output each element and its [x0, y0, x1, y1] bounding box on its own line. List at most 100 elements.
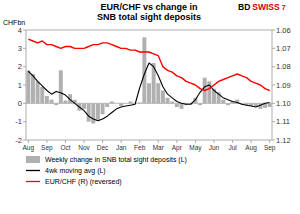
- bar: [105, 103, 109, 107]
- bar: [91, 103, 95, 123]
- x-tick: [121, 140, 122, 143]
- bar: [63, 101, 67, 104]
- x-tick: [213, 140, 214, 143]
- y-tick: [23, 30, 26, 31]
- bar: [40, 87, 44, 104]
- bar: [128, 102, 132, 104]
- bar: [221, 100, 225, 104]
- x-tick-label: Jun: [209, 144, 220, 151]
- x-tick-label: Oct: [60, 144, 70, 151]
- bar: [226, 103, 230, 105]
- x-tick: [195, 140, 196, 143]
- bar: [101, 103, 105, 114]
- y2-tick-label: 1.10: [276, 99, 291, 108]
- x-tick-label: Jul: [228, 144, 237, 151]
- bar: [110, 102, 114, 104]
- x-tick: [251, 140, 252, 143]
- bar: [54, 103, 58, 105]
- y2-tick-label: 1.12: [276, 136, 291, 145]
- y-tick-label: 0: [18, 99, 22, 108]
- bar: [124, 103, 128, 104]
- x-tick-label: Jan: [116, 144, 127, 151]
- logo-text: SWISS: [252, 2, 280, 12]
- bar: [268, 103, 272, 107]
- x-tick-label: May: [189, 144, 202, 152]
- y2-tick-label: 1.07: [276, 44, 291, 53]
- y-label: CHFbn: [3, 19, 25, 26]
- chart: -2 -1 0 1 2 3 4 1.06 1.07 1.08 1.09 1.10 1.11 1.12 Aug…: [0, 0, 300, 214]
- y2-tick-label: 1.11: [276, 117, 290, 126]
- x-tick: [158, 140, 159, 143]
- bar: [96, 103, 100, 120]
- bar: [147, 83, 151, 103]
- bar: [175, 103, 179, 107]
- logo-text: BD: [238, 2, 250, 12]
- x-tick-label: Mar: [153, 144, 165, 151]
- y-tick: [23, 48, 26, 49]
- line: [28, 39, 269, 90]
- x-tick-label: Apr: [172, 144, 183, 152]
- y-tick: [23, 140, 26, 141]
- y-tick-label: 1: [18, 81, 22, 90]
- x-tick: [176, 140, 177, 143]
- line: [28, 63, 269, 121]
- y2-tick: [272, 66, 275, 67]
- bar: [50, 100, 54, 104]
- x-tick-label: Aug: [245, 144, 257, 152]
- x-tick: [102, 140, 103, 143]
- y-tick-label: -2: [15, 136, 22, 145]
- y2-tick: [272, 30, 275, 31]
- bar: [26, 70, 30, 103]
- logo-text: 7: [282, 4, 286, 11]
- bar: [82, 103, 86, 109]
- legend-label: Weekly change in SNB total sight deposit…: [45, 156, 187, 164]
- y2-tick-label: 1.09: [276, 81, 291, 90]
- plot-frame: [26, 30, 272, 140]
- bar: [31, 74, 35, 103]
- bar: [87, 103, 91, 121]
- legend-swatch: [26, 170, 40, 171]
- y2-tick-label: 1.08: [276, 62, 291, 71]
- y-tick: [23, 121, 26, 122]
- bar: [59, 70, 63, 103]
- x-tick: [139, 140, 140, 143]
- legend-swatch: [26, 181, 40, 182]
- x-tick: [65, 140, 66, 143]
- x-tick: [269, 140, 270, 143]
- y-tick-label: 2: [18, 62, 22, 71]
- y-tick: [23, 103, 26, 104]
- y2-tick: [272, 103, 275, 104]
- x-tick-label: Sep: [264, 144, 276, 152]
- x-tick-label: Aug: [23, 144, 35, 152]
- subtitle: SNB total sight deposits: [97, 12, 201, 22]
- legend-swatch: [26, 156, 40, 163]
- bar: [138, 102, 142, 104]
- bar: [161, 91, 165, 104]
- x-tick-label: Sep: [41, 144, 53, 152]
- x-tick: [46, 140, 47, 143]
- y-tick-label: -1: [15, 117, 22, 126]
- bar: [166, 98, 170, 104]
- y-tick: [23, 66, 26, 67]
- y-tick-label: 4: [18, 26, 22, 35]
- bar: [170, 102, 174, 104]
- bar: [45, 96, 49, 103]
- x-tick-label: Dec: [97, 144, 109, 151]
- x-tick-label: Feb: [134, 144, 146, 151]
- bar: [198, 103, 202, 105]
- bar: [115, 103, 119, 104]
- bar: [156, 83, 160, 103]
- bar: [36, 81, 40, 103]
- bar: [119, 103, 123, 106]
- y2-tick: [272, 85, 275, 86]
- y-tick-label: 3: [18, 44, 22, 53]
- plot-data: [26, 37, 271, 123]
- y2-tick: [272, 140, 275, 141]
- x-tick: [84, 140, 85, 143]
- y2-tick: [272, 48, 275, 49]
- x-tick: [28, 140, 29, 143]
- x-tick: [232, 140, 233, 143]
- x-tick-label: Nov: [78, 144, 90, 151]
- legend-label: 4wk moving avg (L): [45, 167, 106, 175]
- y2-tick-label: 1.06: [276, 26, 291, 35]
